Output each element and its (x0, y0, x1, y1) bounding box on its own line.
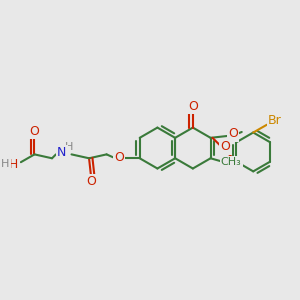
Text: O: O (188, 100, 198, 113)
Text: Br: Br (268, 114, 281, 127)
Text: H: H (64, 142, 73, 152)
Text: O: O (220, 140, 230, 153)
Text: O: O (30, 124, 39, 137)
Text: O: O (114, 151, 124, 164)
Text: OH: OH (0, 158, 19, 171)
Text: CH₃: CH₃ (220, 157, 242, 167)
Text: H: H (1, 159, 10, 169)
Text: N: N (57, 146, 67, 159)
Text: O: O (86, 175, 96, 188)
Text: O: O (228, 128, 238, 140)
